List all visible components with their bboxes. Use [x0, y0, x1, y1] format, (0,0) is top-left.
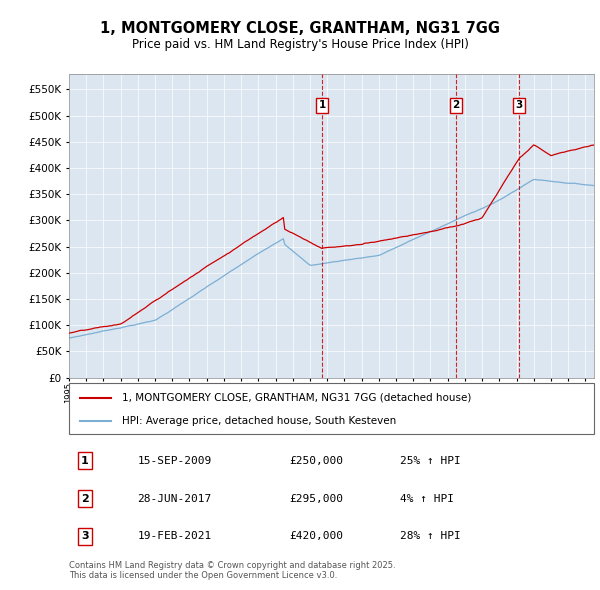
Text: 25% ↑ HPI: 25% ↑ HPI: [400, 456, 461, 466]
Text: 3: 3: [81, 532, 89, 541]
Text: 4% ↑ HPI: 4% ↑ HPI: [400, 494, 454, 503]
Text: Contains HM Land Registry data © Crown copyright and database right 2025.
This d: Contains HM Land Registry data © Crown c…: [69, 560, 395, 580]
Text: 15-SEP-2009: 15-SEP-2009: [137, 456, 212, 466]
Text: 1: 1: [81, 456, 89, 466]
Text: 1: 1: [319, 100, 326, 110]
Text: 1, MONTGOMERY CLOSE, GRANTHAM, NG31 7GG: 1, MONTGOMERY CLOSE, GRANTHAM, NG31 7GG: [100, 21, 500, 35]
Text: 2: 2: [81, 494, 89, 503]
Text: £250,000: £250,000: [290, 456, 343, 466]
Text: Price paid vs. HM Land Registry's House Price Index (HPI): Price paid vs. HM Land Registry's House …: [131, 38, 469, 51]
Text: £420,000: £420,000: [290, 532, 343, 541]
Text: 19-FEB-2021: 19-FEB-2021: [137, 532, 212, 541]
Text: 28-JUN-2017: 28-JUN-2017: [137, 494, 212, 503]
Text: 2: 2: [452, 100, 460, 110]
FancyBboxPatch shape: [69, 384, 594, 434]
Text: £295,000: £295,000: [290, 494, 343, 503]
Text: HPI: Average price, detached house, South Kesteven: HPI: Average price, detached house, Sout…: [121, 416, 396, 426]
Text: 1, MONTGOMERY CLOSE, GRANTHAM, NG31 7GG (detached house): 1, MONTGOMERY CLOSE, GRANTHAM, NG31 7GG …: [121, 392, 471, 402]
Text: 3: 3: [515, 100, 523, 110]
Text: 28% ↑ HPI: 28% ↑ HPI: [400, 532, 461, 541]
